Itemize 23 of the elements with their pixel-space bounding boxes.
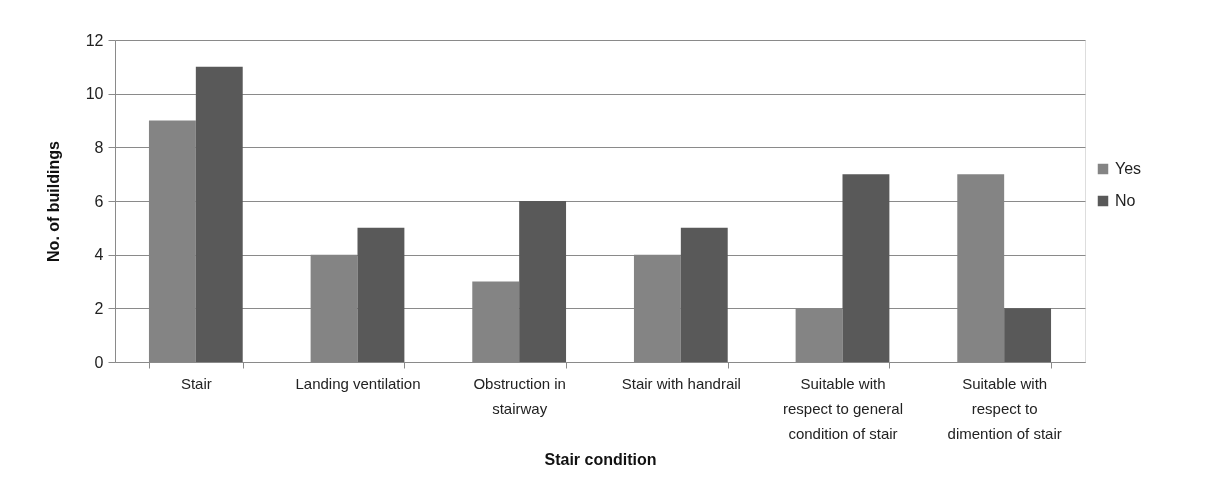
x-tick-label: Landing ventilation: [295, 374, 421, 392]
y-tick-label: 0: [94, 353, 104, 371]
legend-label: Yes: [1115, 160, 1142, 177]
y-tick-label: 6: [94, 192, 104, 210]
legend-label: No: [1115, 192, 1136, 209]
x-tick-label: Stair with handrail: [621, 374, 741, 392]
x-tick-label: Suitable with respect to general condition of stair: [782, 374, 904, 442]
y-axis-title: No. of buildings: [44, 140, 62, 262]
bar: [1004, 308, 1052, 362]
y-tick-label: 12: [85, 31, 104, 49]
y-tick-label: 10: [85, 85, 104, 103]
x-tick-label: Suitable with respect to dimention of stair: [947, 374, 1062, 442]
y-tick-label: 2: [94, 299, 104, 317]
x-axis-title: Stair condition: [544, 450, 657, 468]
y-tick-label: 8: [94, 138, 104, 156]
bar: [519, 201, 567, 362]
bar: [680, 227, 728, 362]
bar: [357, 227, 405, 362]
bar: [195, 66, 243, 362]
x-tick-label: Stair: [180, 374, 212, 392]
bar: [842, 174, 890, 362]
x-tick-label: Obstruction in stairway: [473, 374, 566, 417]
y-tick-label: 4: [94, 246, 104, 264]
